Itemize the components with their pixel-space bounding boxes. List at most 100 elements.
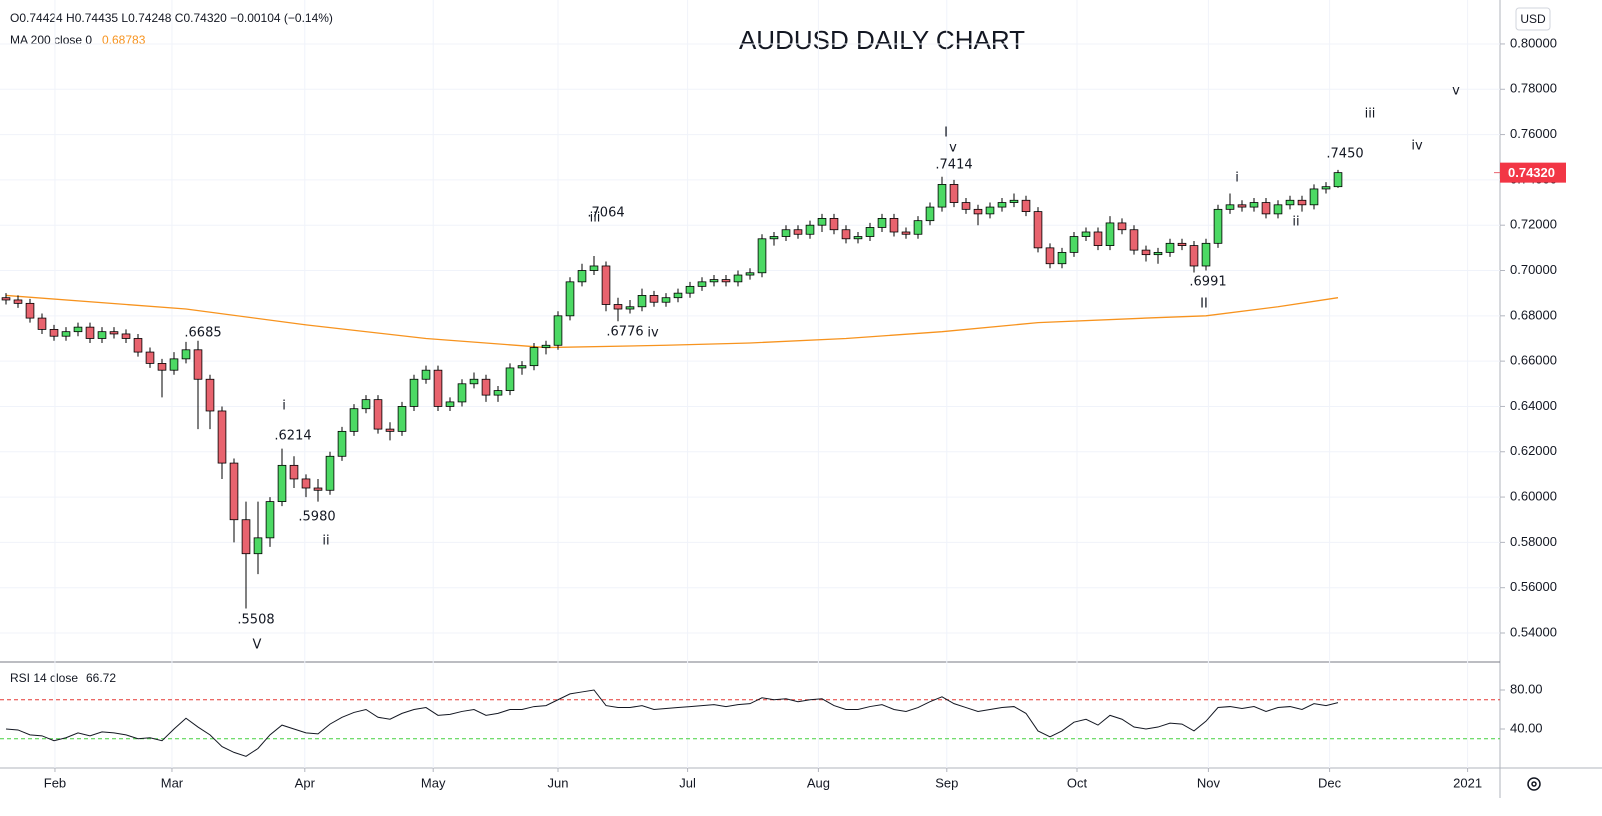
candle-body	[433, 369, 443, 407]
y-tick-label: 0.64000	[1510, 398, 1557, 413]
candle-body	[1273, 204, 1283, 215]
candle-body	[817, 218, 827, 226]
candle-body	[505, 367, 515, 391]
candle-body	[553, 315, 563, 346]
candle-body	[1297, 199, 1307, 206]
wave-label: iv	[1411, 139, 1423, 154]
candle-body	[121, 333, 131, 339]
candle-body	[1057, 251, 1067, 265]
wave-label: .7450	[1326, 147, 1363, 162]
candle-body	[1237, 204, 1247, 208]
candle-body	[589, 265, 599, 271]
candle-body	[385, 428, 395, 432]
candle-body	[205, 378, 215, 412]
candle-body	[1021, 199, 1031, 213]
candle-body	[73, 326, 83, 333]
wave-label: .6685	[184, 326, 221, 341]
candle-body	[937, 184, 947, 208]
currency-button[interactable]	[1515, 7, 1551, 31]
candle-body	[1261, 202, 1271, 215]
candle-body	[769, 236, 779, 240]
ma-legend: MA 200 close 0	[10, 33, 92, 47]
candle-body	[541, 344, 551, 348]
candle-body	[253, 537, 263, 555]
candle-body	[97, 331, 107, 339]
gear-hub	[1531, 781, 1537, 787]
y-tick-label: 0.68000	[1510, 307, 1557, 322]
wave-label: .6991	[1189, 275, 1226, 290]
candle-body	[1165, 242, 1175, 253]
candle-body	[877, 218, 887, 228]
candle-body	[397, 406, 407, 432]
wave-label: .6214	[274, 429, 311, 444]
candle-body	[1105, 222, 1115, 246]
wave-label: v	[1452, 84, 1460, 99]
candle-body	[1225, 204, 1235, 210]
candle-body	[637, 295, 647, 308]
y-tick-label: 0.56000	[1510, 579, 1557, 594]
candle-body	[973, 208, 983, 215]
candle-body	[577, 270, 587, 283]
candle-body	[421, 369, 431, 380]
candle-body	[853, 236, 863, 240]
last-price-box	[1500, 162, 1566, 183]
x-tick-label: Jun	[548, 775, 569, 790]
x-tick-label: Nov	[1197, 775, 1221, 790]
y-tick-label: 0.66000	[1510, 353, 1557, 368]
candle-body	[625, 306, 635, 310]
candle-body	[1153, 251, 1163, 256]
candle-body	[325, 455, 335, 491]
candle-body	[961, 202, 971, 210]
candle-body	[829, 218, 839, 231]
candle-body	[529, 347, 539, 367]
candle-body	[709, 279, 719, 283]
candle-body	[193, 349, 203, 380]
candle-body	[493, 390, 503, 396]
chart-title: AUDUSD DAILY CHART	[739, 25, 1025, 55]
candle-body	[1045, 247, 1055, 265]
candle-body	[733, 274, 743, 283]
y-tick-label: 0.62000	[1510, 443, 1557, 458]
y-tick-label: 0.72000	[1510, 217, 1557, 232]
candle-body	[841, 229, 851, 240]
currency-label: USD	[1520, 12, 1546, 26]
candle-body	[721, 279, 731, 283]
candle-body	[673, 292, 683, 299]
x-tick-label: Apr	[295, 775, 316, 790]
candle-body	[949, 184, 959, 203]
candle-body	[997, 202, 1007, 208]
candle-body	[697, 281, 707, 287]
wave-label: .7064	[587, 206, 624, 221]
candle-body	[781, 229, 791, 237]
candle-body	[1333, 172, 1343, 188]
candle-body	[61, 331, 71, 337]
candle-body	[169, 358, 179, 371]
rsi-value: 66.72	[86, 671, 116, 685]
wave-label: II	[1200, 297, 1208, 312]
candle-body	[181, 349, 191, 360]
candle-body	[1033, 211, 1043, 249]
candle-body	[517, 365, 527, 369]
wave-label: V	[253, 638, 262, 653]
rsi-legend: RSI 14 close	[10, 671, 78, 685]
candle-body	[913, 220, 923, 235]
candle-body	[109, 331, 119, 335]
x-tick-label: 2021	[1453, 775, 1482, 790]
candle-body	[85, 326, 95, 339]
wave-label: v	[949, 141, 957, 156]
candle-body	[901, 231, 911, 235]
candle-body	[445, 401, 455, 407]
candle-body	[1285, 199, 1295, 206]
x-tick-label: Sep	[935, 775, 958, 790]
candle-body	[469, 378, 479, 385]
candle-body	[337, 430, 347, 457]
wave-label: .5508	[237, 613, 274, 628]
candle-body	[757, 238, 767, 274]
candle-body	[685, 285, 695, 294]
wave-label: iv	[647, 326, 659, 341]
settings-icon[interactable]	[1527, 777, 1541, 791]
candle-body	[1117, 222, 1127, 231]
candle-body	[565, 281, 575, 317]
candle-body	[745, 272, 755, 276]
